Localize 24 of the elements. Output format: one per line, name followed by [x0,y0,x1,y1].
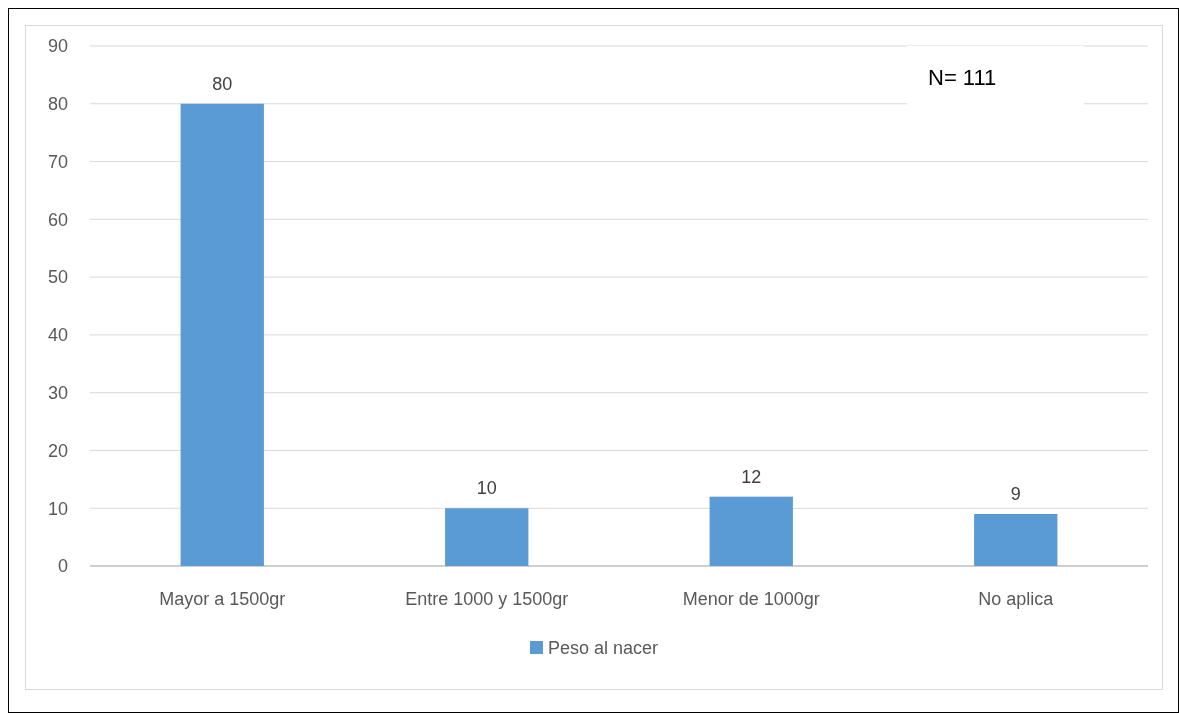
x-tick-label: Mayor a 1500gr [159,589,286,609]
bar [180,103,264,566]
data-label: 9 [1010,484,1021,504]
bar [445,508,529,566]
x-tick-label: No aplica [978,589,1055,609]
bar [974,514,1058,566]
y-tick-label: 0 [57,556,68,577]
y-tick-label: 60 [47,209,68,230]
y-tick-label: 70 [47,151,68,172]
y-tick-label: 50 [47,267,68,288]
data-label: 80 [212,73,233,94]
x-tick-label: Entre 1000 y 1500gr [405,589,569,609]
data-label: 10 [476,478,497,499]
legend-label: Peso al nacer [548,637,659,658]
y-tick-label: 30 [47,382,68,403]
y-tick-label: 90 [47,36,68,57]
x-tick-label: Menor de 1000gr [682,589,820,609]
y-tick-label: 20 [47,440,68,461]
data-label: 12 [741,466,762,487]
y-tick-label: 40 [47,325,68,346]
y-tick-label: 80 [47,94,68,115]
bar [709,496,793,566]
annotation: N= 111 [928,64,997,90]
y-tick-label: 10 [47,498,68,519]
